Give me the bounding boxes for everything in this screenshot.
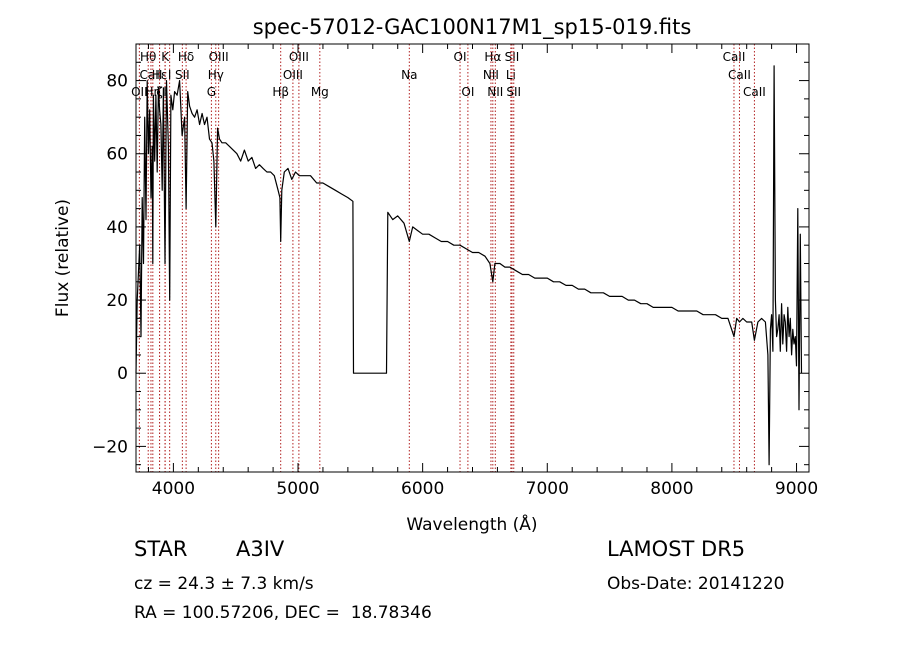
marker-label: Hθ: [140, 50, 156, 64]
x-axis-label: Wavelength (Å): [406, 513, 537, 535]
marker-label: Hε: [152, 68, 168, 82]
marker-label: ζ: [156, 85, 163, 99]
marker-label: Hβ: [272, 85, 289, 99]
y-tick-label: 0: [117, 364, 128, 384]
object-subclass: A3IV: [236, 537, 285, 561]
y-tick-label: 80: [106, 72, 128, 92]
redshift-velocity: cz = 24.3 ± 7.3 km/s: [134, 574, 314, 594]
marker-label: SII: [175, 68, 190, 82]
y-tick-label: 20: [106, 291, 128, 311]
axis-ticks: 4000 5000 6000 7000 8000 9000 −20 0 20 40 60 80: [92, 44, 818, 499]
marker-label: Hη: [145, 85, 162, 99]
marker-label: I: [163, 85, 167, 99]
marker-label: NII: [483, 68, 499, 82]
observation-date: Obs-Date: 20141220: [607, 574, 785, 594]
marker-label: CaII: [723, 50, 746, 64]
marker-label: CaII: [728, 68, 751, 82]
marker-label: OIII: [289, 50, 309, 64]
marker-label: OI: [454, 50, 467, 64]
y-tick-label: 40: [106, 218, 128, 238]
x-tick-label: 5000: [276, 479, 319, 499]
y-tick-label: −20: [92, 437, 128, 457]
marker-label: G: [207, 85, 216, 99]
marker-label: OIII: [209, 50, 229, 64]
spectrum-line-group: [135, 65, 803, 466]
marker-label: Mg: [311, 85, 329, 99]
marker-label: I: [168, 68, 172, 82]
marker-label: K: [161, 50, 170, 64]
x-tick-label: 4000: [152, 479, 195, 499]
coordinates: RA = 100.57206, DEC = 18.78346: [134, 603, 432, 623]
spectrum-series-line: [135, 65, 803, 466]
marker-label: CaII: [743, 85, 766, 99]
marker-label: SII: [505, 50, 520, 64]
marker-label: Hα: [484, 50, 501, 64]
survey-name: LAMOST DR5: [607, 537, 746, 561]
chart-title: spec-57012-GAC100N17M1_sp15-019.fits: [253, 15, 692, 40]
marker-label: CaII: [140, 68, 163, 82]
marker-label: Hγ: [208, 68, 224, 82]
x-tick-label: 7000: [526, 479, 569, 499]
marker-label: SII: [506, 85, 521, 99]
y-tick-label: 60: [106, 145, 128, 165]
x-tick-label: 6000: [401, 479, 444, 499]
marker-label: Li: [506, 68, 516, 82]
marker-label: OIII: [283, 68, 303, 82]
object-class: STAR: [134, 537, 188, 561]
y-axis-label: Flux (relative): [53, 199, 73, 317]
marker-label: OII: [131, 85, 148, 99]
marker-label: Hδ: [178, 50, 194, 64]
marker-label: NII: [487, 85, 503, 99]
x-tick-label: 8000: [650, 479, 693, 499]
marker-label: OI: [461, 85, 474, 99]
marker-label: Na: [401, 68, 417, 82]
x-tick-label: 9000: [775, 479, 818, 499]
plot-frame: [135, 43, 810, 473]
